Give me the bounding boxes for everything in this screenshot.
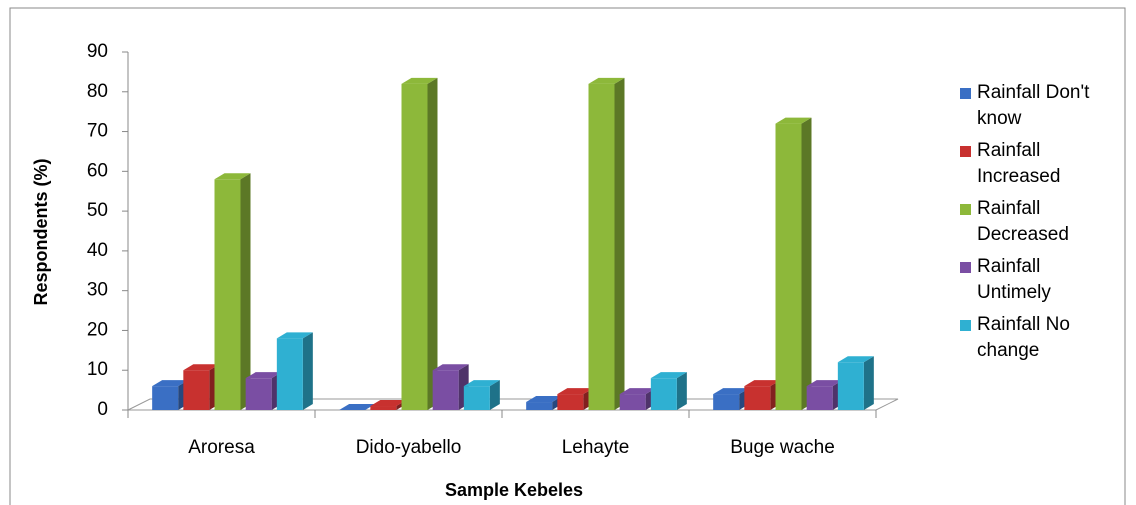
legend-label: Rainfall Don't know <box>977 82 1090 129</box>
y-tick-label: 80 <box>87 81 108 102</box>
bar-top <box>806 380 843 387</box>
legend-item: Rainfall Don't know <box>960 80 1110 132</box>
bar <box>370 406 397 410</box>
bar <box>619 394 646 410</box>
bar-top <box>557 388 594 395</box>
bar-top <box>339 404 376 410</box>
bar-top <box>650 372 687 379</box>
bar <box>183 370 210 410</box>
bar <box>463 386 490 410</box>
bar-top <box>432 364 469 371</box>
bar-top <box>276 332 313 339</box>
bar-top <box>775 117 812 124</box>
y-tick-label: 10 <box>87 359 108 380</box>
legend-swatch <box>960 320 971 331</box>
bar <box>432 370 459 410</box>
bar-side <box>427 77 438 411</box>
y-tick-label: 60 <box>87 160 108 181</box>
bar-top <box>526 396 563 403</box>
bar-top <box>463 380 500 387</box>
bar-top <box>214 173 251 180</box>
bar <box>401 83 428 411</box>
legend-swatch <box>960 204 971 215</box>
bar <box>744 386 771 410</box>
legend-swatch <box>960 146 971 157</box>
bar-top <box>183 364 220 371</box>
legend-item: Rainfall Increased <box>960 138 1110 190</box>
y-tick-label: 50 <box>87 200 108 221</box>
legend-swatch <box>960 88 971 99</box>
legend-item: Rainfall Untimely <box>960 254 1110 306</box>
bar <box>214 179 241 410</box>
legend-label: Rainfall Untimely <box>977 256 1051 303</box>
bar <box>152 386 179 410</box>
bar <box>526 402 553 410</box>
bar <box>837 362 864 410</box>
y-axis-title: Respondents (%) <box>31 158 51 305</box>
bar-top <box>744 380 781 387</box>
bar-top <box>837 356 874 363</box>
y-tick-label: 40 <box>87 240 108 261</box>
legend-label: Rainfall No change <box>977 314 1070 361</box>
bar-top <box>713 388 750 395</box>
bar-top <box>152 380 189 387</box>
x-tick-label: Dido-yabello <box>356 437 462 458</box>
legend-label: Rainfall Increased <box>977 140 1061 187</box>
bar-top <box>245 372 282 379</box>
chart-border <box>9 7 1126 505</box>
x-tick-label: Buge wache <box>730 437 835 458</box>
legend: Rainfall Don't know Rainfall Increased Rai… <box>960 80 1110 370</box>
y-tick-label: 20 <box>87 319 108 340</box>
bar <box>245 378 272 410</box>
legend-item: Rainfall Decreased <box>960 196 1110 248</box>
bar <box>806 386 833 410</box>
bar-side <box>676 372 687 410</box>
legend-swatch <box>960 262 971 273</box>
bar <box>588 83 615 411</box>
bar-top <box>619 388 656 395</box>
bar-side <box>302 332 313 410</box>
x-tick-label: Aroresa <box>188 437 255 458</box>
bar-side <box>801 117 812 410</box>
bar <box>650 378 677 410</box>
x-axis-title: Sample Kebeles <box>445 480 583 500</box>
bar-side <box>614 77 625 411</box>
bar-top <box>370 400 407 407</box>
y-tick-label: 70 <box>87 121 108 142</box>
bar <box>713 394 740 410</box>
bar <box>557 394 584 410</box>
bar-side <box>863 356 874 410</box>
x-tick-label: Lehayte <box>562 437 630 458</box>
y-tick-label: 0 <box>97 399 108 420</box>
bar <box>276 338 303 410</box>
legend-label: Rainfall Decreased <box>977 198 1069 245</box>
bar-side <box>489 380 500 410</box>
legend-item: Rainfall No change <box>960 312 1110 364</box>
y-tick-label: 90 <box>87 41 108 62</box>
bar-side <box>240 173 251 410</box>
bar-top <box>588 77 625 84</box>
bar <box>775 123 802 410</box>
y-tick-label: 30 <box>87 280 108 301</box>
bar-top <box>401 77 438 84</box>
